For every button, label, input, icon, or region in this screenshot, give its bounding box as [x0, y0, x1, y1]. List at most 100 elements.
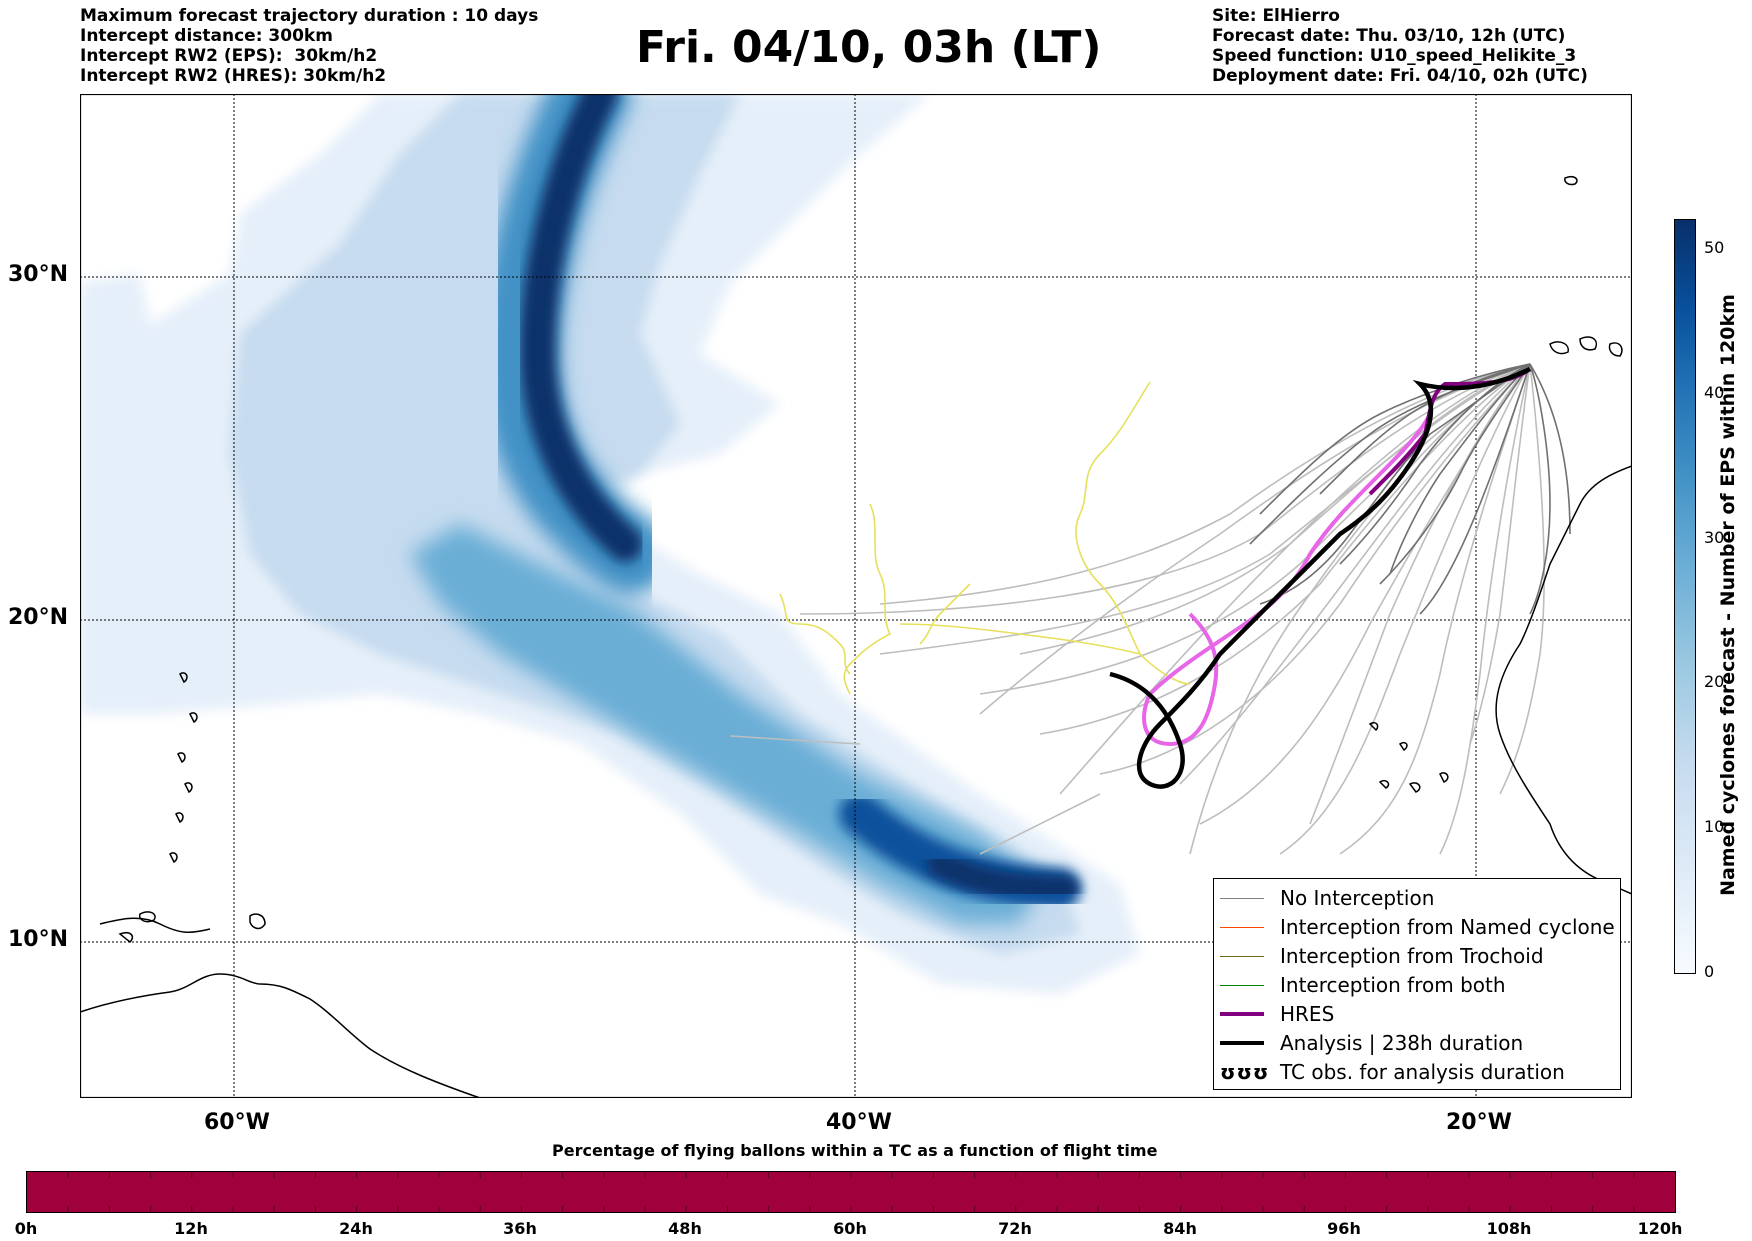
eps-track: [979, 363, 1531, 715]
lat-label-30n: 30°N: [8, 262, 69, 287]
legend-swatch: [1220, 1012, 1264, 1016]
eps-track: [1279, 363, 1531, 855]
trochoid-tracks: [779, 381, 1191, 695]
legend-item-no-interception: No Interception: [1220, 885, 1434, 911]
header-left-line: Maximum forecast trajectory duration : 1…: [80, 6, 539, 26]
flight-time-tick: 96h: [1327, 1219, 1361, 1238]
trochoid-track: [899, 623, 1141, 655]
flight-time-bar-title: Percentage of flying ballons within a TC…: [552, 1141, 1158, 1160]
flight-time-tick: 60h: [833, 1219, 867, 1238]
trochoid-track: [1075, 381, 1191, 685]
colorbar-label: Named cyclones forecast - Number of EPS …: [1717, 294, 1739, 896]
header-right: Site: ElHierro Forecast date: Thu. 03/10…: [1212, 6, 1588, 86]
eps-track: [1059, 363, 1531, 795]
trochoid-track: [919, 583, 971, 645]
map-frame: [80, 94, 1632, 1098]
legend: No Interception Interception from Named …: [1213, 878, 1621, 1090]
colorbar-tick: 0: [1704, 962, 1715, 981]
colorbar: [1674, 219, 1696, 974]
cyclone-probability-field: [80, 94, 1140, 994]
cyclone-field-mid: [230, 94, 1080, 954]
legend-swatch: [1220, 984, 1264, 986]
lat-label-20n: 20°N: [8, 605, 69, 630]
coast-small-islands: [118, 911, 156, 944]
colorbar-tick: 30: [1704, 528, 1725, 547]
flight-time-tick: 12h: [174, 1219, 208, 1238]
eps-track: [729, 735, 861, 745]
eps-track: [979, 363, 1531, 695]
eps-track: [1039, 363, 1531, 735]
legend-label: Interception from Trochoid: [1280, 944, 1544, 968]
eps-track-dark: [1379, 363, 1531, 585]
eps-track: [799, 363, 1531, 615]
header-left-line: Intercept RW2 (EPS): 30km/h2: [80, 46, 378, 66]
eps-track: [1439, 363, 1531, 855]
coast-west-africa: [1495, 465, 1632, 895]
header-right-line: Forecast date: Thu. 03/10, 12h (UTC): [1212, 26, 1566, 46]
legend-swatch: [1220, 1041, 1264, 1045]
coast-madeira: [1564, 175, 1578, 186]
lon-label-40w: 40°W: [826, 1110, 892, 1135]
colorbar-tick: 50: [1704, 238, 1725, 257]
eps-track: [1019, 363, 1531, 655]
header-left: Maximum forecast trajectory duration : 1…: [80, 6, 538, 86]
legend-label: Interception from Named cyclone: [1280, 915, 1615, 939]
cyclone-field-core-north: [519, 94, 643, 562]
flight-time-tick: 48h: [668, 1219, 702, 1238]
map-canvas[interactable]: [80, 94, 1632, 1098]
eps-track-dark: [1529, 363, 1571, 535]
eps-track: [979, 793, 1101, 855]
eps-track-dark: [1529, 363, 1551, 615]
eps-track-dark: [1319, 363, 1531, 495]
header-left-line: Intercept distance: 300km: [80, 26, 333, 46]
legend-swatch: [1220, 897, 1264, 899]
eps-track-dark: [1419, 363, 1531, 615]
flight-time-tick: 72h: [998, 1219, 1032, 1238]
header-left-line: Intercept RW2 (HRES): 30km/h2: [80, 66, 387, 86]
eps-track-dark: [1339, 363, 1531, 565]
eps-track: [1309, 363, 1531, 825]
coast-south-america-north: [99, 917, 211, 934]
flight-time-bar-ticks: [67, 1172, 1635, 1212]
flight-time-tick: 36h: [503, 1219, 537, 1238]
legend-label: HRES: [1280, 1002, 1335, 1026]
eps-track: [879, 363, 1531, 605]
legend-swatch: [1220, 955, 1264, 957]
flight-time-bar: [26, 1171, 1676, 1213]
coastlines: [80, 175, 1632, 1098]
flight-time-tick: 120h: [1637, 1219, 1683, 1238]
eps-track: [1469, 363, 1531, 745]
colorbar-tick: 40: [1704, 383, 1725, 402]
coast-trinidad: [249, 913, 266, 930]
legend-item-tc-obs: ʊʊʊ TC obs. for analysis duration: [1220, 1059, 1565, 1085]
coast-lesser-antilles: [169, 672, 198, 864]
trochoid-track: [843, 503, 892, 695]
legend-item-analysis: Analysis | 238h duration: [1220, 1030, 1523, 1056]
map-title: Fri. 04/10, 03h (LT): [636, 22, 1102, 73]
flight-time-tick: 108h: [1486, 1219, 1532, 1238]
analysis-trajectory: [1109, 366, 1532, 789]
cyclone-field-core-south-dark: [927, 851, 1078, 902]
colorbar-tick: 20: [1704, 672, 1725, 691]
eps-track: [879, 363, 1531, 655]
legend-item-trochoid: Interception from Trochoid: [1220, 943, 1544, 969]
legend-item-hres: HRES: [1220, 1001, 1334, 1027]
header-right-line: Deployment date: Fri. 04/10, 02h (UTC): [1212, 66, 1588, 86]
colorbar-tick: 10: [1704, 817, 1725, 836]
flight-time-tick: 0h: [14, 1219, 38, 1238]
eps-track: [1499, 363, 1545, 795]
eps-trajectories: [729, 363, 1545, 855]
coast-south-america: [80, 973, 481, 1098]
hres-track-pink: [1142, 413, 1432, 747]
legend-label: No Interception: [1280, 886, 1435, 910]
header-right-line: Speed function: U10_speed_Helikite_3: [1212, 46, 1577, 66]
legend-label: Analysis | 238h duration: [1280, 1031, 1524, 1055]
flight-time-tick: 24h: [339, 1219, 373, 1238]
eps-track: [1179, 363, 1531, 785]
lat-label-10n: 10°N: [8, 927, 69, 952]
eps-track-dark: [1259, 363, 1531, 515]
trochoid-track: [779, 593, 851, 675]
legend-item-both: Interception from both: [1220, 972, 1506, 998]
legend-swatch: [1220, 926, 1264, 928]
header-right-line: Site: ElHierro: [1212, 6, 1340, 26]
